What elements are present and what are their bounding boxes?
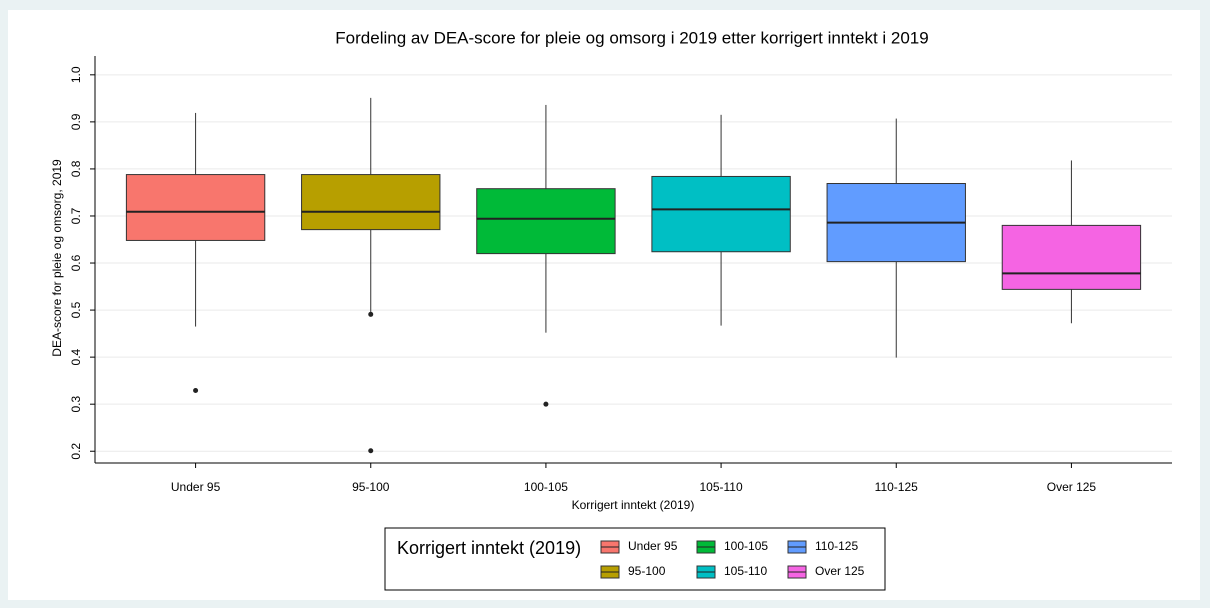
box <box>651 175 791 253</box>
legend-label: Under 95 <box>628 539 678 553</box>
box <box>125 174 266 241</box>
x-tick-label: 100-105 <box>524 480 568 494</box>
y-tick-label: 0.8 <box>69 160 83 177</box>
box <box>476 188 616 255</box>
outlier <box>543 401 549 407</box>
plot-area <box>95 56 1172 463</box>
legend-box <box>384 527 886 591</box>
y-tick-label: 0.3 <box>69 396 83 413</box>
box <box>1001 224 1142 290</box>
legend-label: 95-100 <box>628 564 666 578</box>
box <box>301 174 441 231</box>
x-axis-label: Korrigert inntekt (2019) <box>572 498 695 512</box>
y-tick-label: 0.4 <box>69 348 83 365</box>
x-tick-label: Over 125 <box>1047 480 1097 494</box>
legend-label: 100-105 <box>724 539 768 553</box>
legend-label: Over 125 <box>815 564 865 578</box>
x-tick-label: 110-125 <box>875 480 918 494</box>
y-tick-label: 0.5 <box>69 301 83 318</box>
legend-label: 110-125 <box>815 539 858 553</box>
y-tick-label: 0.7 <box>69 207 83 224</box>
x-tick-label: 105-110 <box>700 480 743 494</box>
legend-title: Korrigert inntekt (2019) <box>397 538 581 558</box>
chart-title: Fordeling av DEA-score for pleie og omso… <box>335 28 928 47</box>
y-axis-label: DEA-score for pleie og omsorg, 2019 <box>50 159 64 357</box>
x-tick-label: Under 95 <box>171 480 221 494</box>
y-tick-label: 1.0 <box>69 66 83 83</box>
y-tick-label: 0.9 <box>69 113 83 130</box>
outlier <box>368 311 374 317</box>
legend-label: 105-110 <box>724 564 767 578</box>
y-tick-label: 0.6 <box>69 254 83 271</box>
outlier <box>193 388 199 394</box>
outlier <box>368 448 374 454</box>
y-tick-label: 0.2 <box>69 443 83 460</box>
x-tick-label: 95-100 <box>352 480 390 494</box>
